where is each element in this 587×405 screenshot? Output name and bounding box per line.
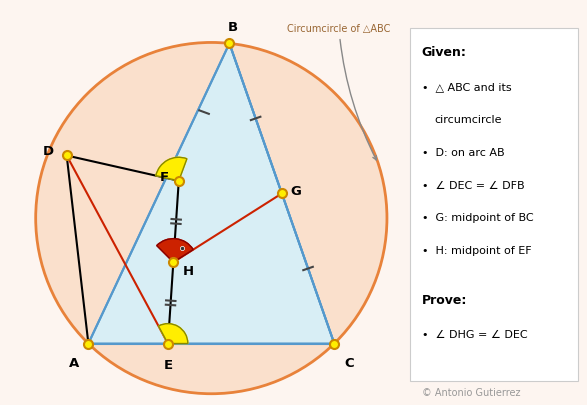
Text: circumcircle: circumcircle xyxy=(434,115,501,125)
Text: •  H: midpoint of EF: • H: midpoint of EF xyxy=(422,246,531,256)
Text: A: A xyxy=(69,357,79,370)
Text: Prove:: Prove: xyxy=(422,294,467,307)
Wedge shape xyxy=(156,157,187,181)
Text: F: F xyxy=(160,171,169,184)
Text: E: E xyxy=(163,359,173,372)
Text: •  G: midpoint of BC: • G: midpoint of BC xyxy=(422,213,534,224)
Text: •  ∠ DEC = ∠ DFB: • ∠ DEC = ∠ DFB xyxy=(422,181,524,191)
Text: D: D xyxy=(43,145,54,158)
Text: Given:: Given: xyxy=(422,46,467,59)
Wedge shape xyxy=(158,324,188,343)
Text: B: B xyxy=(228,21,238,34)
Wedge shape xyxy=(157,239,193,262)
Polygon shape xyxy=(89,43,334,343)
Text: H: H xyxy=(182,265,193,278)
FancyBboxPatch shape xyxy=(410,28,578,381)
Text: G: G xyxy=(291,185,302,198)
Text: C: C xyxy=(344,357,353,370)
Circle shape xyxy=(36,43,387,394)
Text: © Antonio Gutierrez: © Antonio Gutierrez xyxy=(422,388,520,399)
Text: •  ∠ DHG = ∠ DEC: • ∠ DHG = ∠ DEC xyxy=(422,330,528,340)
Text: •  △ ABC and its: • △ ABC and its xyxy=(422,82,511,92)
Text: Circumcircle of △ABC: Circumcircle of △ABC xyxy=(287,24,390,160)
Text: •  D: on arc AB: • D: on arc AB xyxy=(422,148,504,158)
